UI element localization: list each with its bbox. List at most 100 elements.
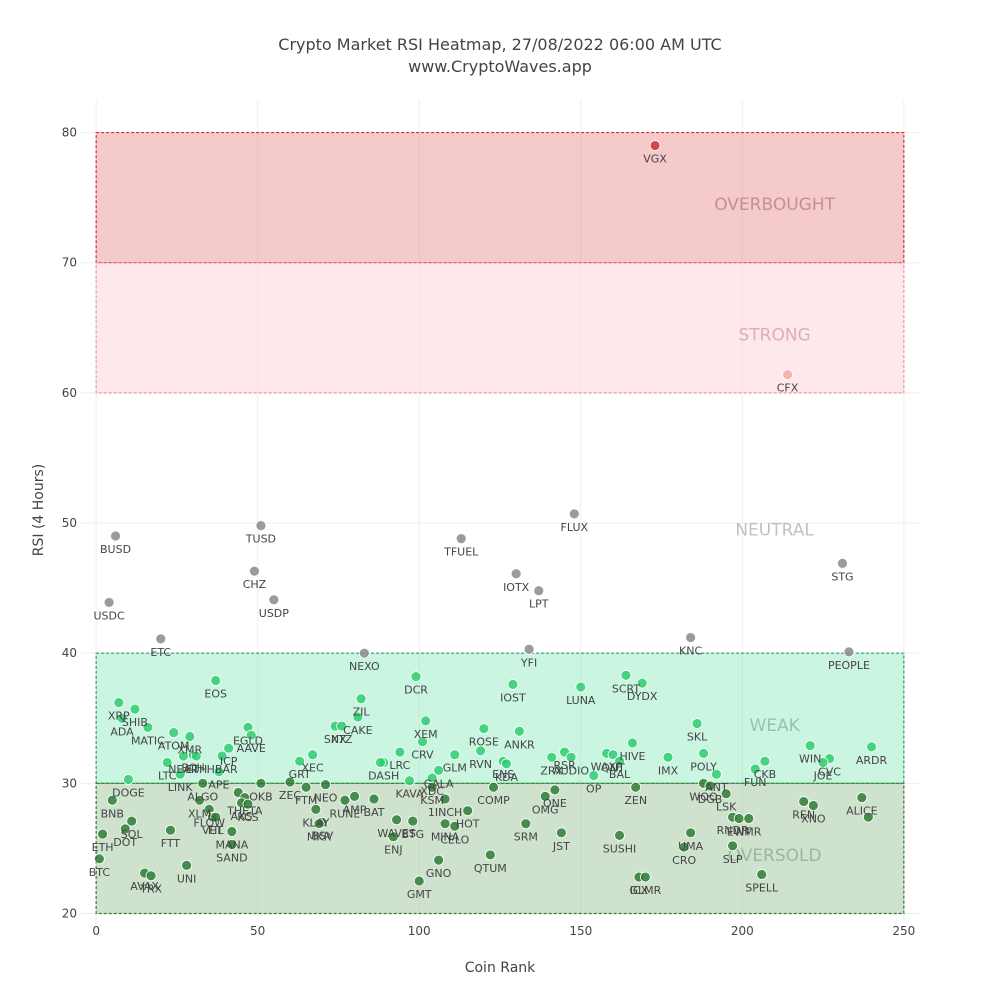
point-xec [307, 749, 319, 761]
point-label-luna: LUNA [566, 694, 596, 707]
point-label-avax: AVAX [130, 880, 159, 893]
point-gala [433, 764, 445, 776]
point-alice [856, 792, 868, 804]
point-label-lsk: LSK [716, 801, 737, 814]
y-tick-label: 50 [62, 516, 77, 530]
point-label-hot: HOT [456, 818, 480, 831]
point-label-uni: UNI [177, 872, 197, 885]
point-ape [213, 766, 225, 778]
point-label-eos: EOS [204, 688, 227, 701]
point-label-hbar: HBAR [207, 763, 238, 776]
point-label-bnb: BNB [101, 807, 124, 820]
point-usdp [268, 594, 280, 606]
point-label-people: PEOPLE [828, 659, 870, 672]
point-cro [678, 841, 690, 853]
point-luna [575, 681, 587, 693]
point-label-near: NEAR [168, 763, 199, 776]
point-label-srm: SRM [514, 831, 538, 844]
point-eth [190, 750, 202, 762]
point-label-fil: FIL [208, 824, 225, 837]
point-skl [691, 718, 703, 729]
point-label-nexo: NEXO [349, 660, 380, 673]
point-ftt [165, 824, 176, 836]
point-shib [129, 703, 141, 715]
point-spell [756, 869, 768, 880]
point-label-audio: AUDIO [553, 764, 589, 777]
point-uni [181, 859, 193, 871]
point-label-atom: ATOM [158, 740, 190, 753]
point-label-op: OP [586, 783, 602, 796]
point-label-icx: ICX [630, 884, 649, 897]
zone-labels: OVERBOUGHT STRONG NEUTRAL WEAK OVERSOLD [714, 195, 835, 866]
point-usdc [103, 597, 115, 608]
point-slp [727, 840, 739, 852]
point-label-iost: IOST [500, 691, 526, 704]
point-btg [407, 815, 419, 827]
point-joe [817, 757, 829, 768]
y-axis-title: RSI (4 Hours) [31, 464, 47, 557]
x-axis-title: Coin Rank [465, 960, 536, 976]
point-label-1inch: 1INCH [428, 806, 462, 819]
point-xno [807, 800, 819, 811]
point-imx [662, 751, 674, 763]
point-glmr [639, 871, 651, 883]
point-iotx [510, 568, 522, 580]
point-label-chz: CHZ [243, 578, 267, 591]
point-ckb [759, 755, 771, 767]
point-zen [630, 781, 642, 793]
point-label-cake: CAKE [343, 724, 372, 737]
point-rose [478, 723, 490, 735]
point-label-trx: TRX [139, 883, 162, 896]
zone-label-weak: WEAK [749, 716, 800, 736]
point-busd [110, 530, 121, 542]
point-label-bat: BAT [364, 806, 385, 819]
point-label-egld: EGLD [233, 734, 263, 747]
point-qtum [484, 849, 496, 861]
point-enj [387, 831, 399, 843]
point-srm [520, 818, 532, 830]
point-label-klay: KLAY [302, 816, 329, 829]
point-okb [255, 777, 267, 789]
point-link [174, 768, 186, 780]
point-dot [119, 823, 131, 835]
point-celo [449, 820, 461, 832]
y-tick-label: 70 [62, 256, 77, 270]
point-label-rvn: RVN [469, 758, 492, 771]
point-lsk [720, 788, 732, 800]
point-yfi [523, 643, 535, 655]
point-label-imx: IMX [658, 764, 679, 777]
point-label-ens: ENS [492, 768, 514, 781]
point-ankr [513, 725, 525, 737]
point-label-rndr: RNDR [717, 824, 749, 837]
point-label-ren: REN [792, 809, 815, 822]
point-label-qnt: QNT [601, 762, 625, 775]
point-label-glmr: GLMR [629, 884, 661, 897]
point-cfx [782, 369, 793, 381]
point-label-xdc: XDC [420, 785, 444, 798]
point-label-glm: GLM [443, 762, 467, 775]
point-cake [352, 711, 364, 723]
point-nmr [743, 813, 755, 824]
point-label-btg: BTG [401, 828, 424, 841]
point-label-gala: GALA [424, 777, 454, 790]
point-label-celo: CELO [440, 833, 469, 846]
point-nmr2 [862, 811, 874, 823]
point-label-cro: CRO [672, 854, 696, 867]
point-poly [698, 747, 709, 759]
point-label-btc: BTC [89, 866, 111, 879]
point-hbar [216, 750, 228, 762]
point-kcs [242, 798, 254, 810]
point-jst [555, 827, 567, 839]
data-points [93, 140, 877, 887]
point-fil [210, 811, 222, 823]
point-one [549, 784, 561, 796]
point-uma [685, 827, 697, 839]
point-ren [798, 796, 810, 807]
point-label-alice: ALICE [846, 805, 878, 818]
point-label-spell: SPELL [745, 881, 779, 894]
point-label-ftm: FTM [295, 794, 317, 807]
point-knc [685, 632, 697, 643]
point-label-skl: SKL [687, 730, 708, 743]
point-sand [226, 839, 238, 850]
point-dgb [704, 780, 716, 792]
